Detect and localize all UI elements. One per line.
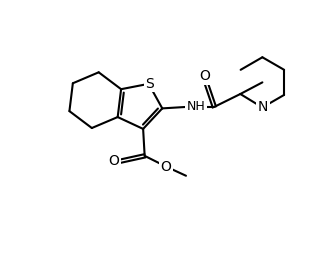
Text: N: N [258,100,268,114]
Text: S: S [145,77,154,91]
Text: O: O [199,69,210,83]
Text: NH: NH [187,100,205,113]
Text: O: O [161,160,172,174]
Text: O: O [108,154,119,168]
